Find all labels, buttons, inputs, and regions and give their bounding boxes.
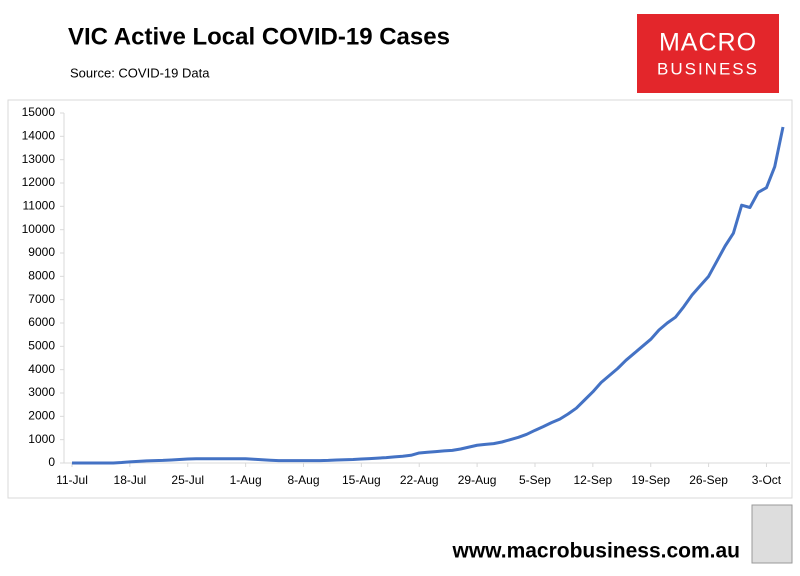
y-tick-label: 3000 [28,385,55,399]
y-tick-label: 2000 [28,409,55,423]
x-tick-label: 19-Sep [631,473,670,487]
y-tick-label: 15000 [22,105,56,119]
x-tick-label: 3-Oct [752,473,782,487]
y-tick-label: 9000 [28,245,55,259]
x-tick-label: 22-Aug [400,473,439,487]
y-tick-label: 7000 [28,292,55,306]
x-tick-label: 8-Aug [287,473,319,487]
x-tick-label: 25-Jul [171,473,204,487]
x-tick-label: 15-Aug [342,473,381,487]
y-tick-label: 6000 [28,315,55,329]
x-tick-label: 11-Jul [56,473,88,487]
logo-text: BUSINESS [657,59,759,78]
x-tick-label: 12-Sep [573,473,612,487]
y-tick-label: 12000 [22,175,56,189]
x-tick-label: 5-Sep [519,473,551,487]
chart-title: VIC Active Local COVID-19 Cases [68,23,450,50]
logo-text: MACRO [659,29,757,57]
data-line [72,126,785,465]
y-tick-label: 4000 [28,362,55,376]
y-tick-label: 1000 [28,432,55,446]
y-tick-label: 13000 [22,152,56,166]
website: www.macrobusiness.com.au [452,540,740,563]
x-tick-label: 1-Aug [230,473,262,487]
chart-subtitle: Source: COVID-19 Data [70,65,210,80]
wolf-icon [751,504,793,564]
y-tick-label: 0 [48,455,55,469]
x-tick-label: 26-Sep [689,473,728,487]
x-tick-label: 29-Aug [458,473,497,487]
y-tick-label: 10000 [22,222,56,236]
y-tick-label: 8000 [28,269,55,283]
y-tick-label: 5000 [28,339,55,353]
logo [637,14,779,93]
y-tick-label: 11000 [23,199,56,213]
y-tick-label: 14000 [22,129,56,143]
chart-border [7,99,793,499]
x-tick-label: 18-Jul [114,473,147,487]
